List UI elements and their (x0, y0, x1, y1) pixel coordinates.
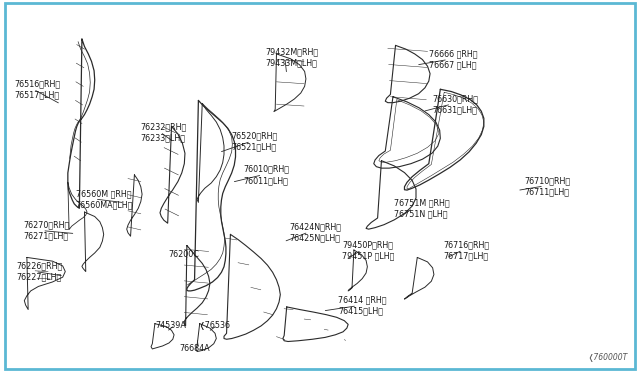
Text: 76270〈RH〉
76271〈LH〉: 76270〈RH〉 76271〈LH〉 (23, 221, 69, 241)
Text: 76414 〈RH〉
76415〈LH〉: 76414 〈RH〉 76415〈LH〉 (338, 296, 387, 316)
Text: 76710〈RH〉
76711〈LH〉: 76710〈RH〉 76711〈LH〉 (525, 176, 571, 196)
Text: 76424N〈RH〉
76425N〈LH〉: 76424N〈RH〉 76425N〈LH〉 (289, 222, 341, 242)
Text: 76560M 〈RH〉
76560MA〈LH〉: 76560M 〈RH〉 76560MA〈LH〉 (76, 189, 133, 209)
Text: 76200C: 76200C (168, 250, 199, 259)
Text: 74539A: 74539A (156, 321, 186, 330)
Text: ❬760000T: ❬760000T (587, 353, 627, 362)
Text: 76666 〈RH〉
76667 〈LH〉: 76666 〈RH〉 76667 〈LH〉 (429, 49, 477, 70)
Text: 76010〈RH〉
76011〈LH〉: 76010〈RH〉 76011〈LH〉 (243, 165, 289, 185)
Text: 76520〈RH〉
76521〈LH〉: 76520〈RH〉 76521〈LH〉 (232, 131, 278, 151)
Text: 79432M〈RH〉
79433M〈LH〉: 79432M〈RH〉 79433M〈LH〉 (266, 48, 319, 68)
Text: 76226〈RH〉
76227〈LH〉: 76226〈RH〉 76227〈LH〉 (16, 262, 62, 282)
Text: 76516〈RH〉
76517〈LH〉: 76516〈RH〉 76517〈LH〉 (14, 79, 60, 99)
Text: 79450P〈RH〉
79451P 〈LH〉: 79450P〈RH〉 79451P 〈LH〉 (342, 240, 395, 260)
Text: 76751M 〈RH〉
76751N 〈LH〉: 76751M 〈RH〉 76751N 〈LH〉 (394, 198, 449, 218)
Text: 76630〈RH〉
76631〈LH〉: 76630〈RH〉 76631〈LH〉 (432, 94, 478, 114)
Text: 76684A: 76684A (179, 344, 210, 353)
Text: 76232〈RH〉
76233〈LH〉: 76232〈RH〉 76233〈LH〉 (141, 122, 187, 142)
Text: ❬76536: ❬76536 (198, 321, 230, 330)
Text: 76716〈RH〉
76717〈LH〉: 76716〈RH〉 76717〈LH〉 (444, 240, 490, 260)
